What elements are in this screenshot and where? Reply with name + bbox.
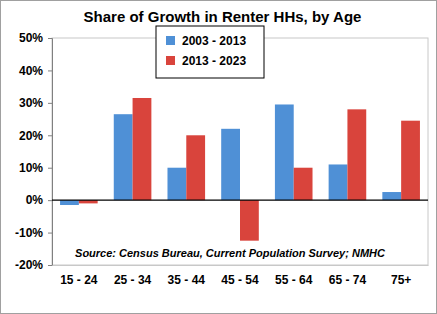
y-tick: 30% bbox=[19, 96, 52, 110]
x-tick-label: 25 - 34 bbox=[114, 273, 152, 287]
bar bbox=[221, 129, 240, 200]
y-tick-label: -10% bbox=[15, 226, 43, 240]
zero-line bbox=[52, 200, 428, 201]
bar bbox=[347, 109, 366, 200]
y-tick: 50% bbox=[19, 31, 52, 45]
y-tick-label: 50% bbox=[19, 31, 43, 45]
x-tick: 35 - 44 bbox=[168, 265, 206, 287]
y-tick-mark bbox=[48, 265, 52, 266]
y-tick-label: 20% bbox=[19, 129, 43, 143]
x-tick: 25 - 34 bbox=[114, 265, 152, 287]
bar bbox=[240, 200, 259, 241]
chart-frame bbox=[1, 1, 437, 314]
x-tick-label: 75+ bbox=[391, 273, 411, 287]
y-tick: 40% bbox=[19, 64, 52, 78]
y-tick: 10% bbox=[19, 161, 52, 175]
legend-label: 2003 - 2013 bbox=[182, 34, 246, 48]
y-tick: -20% bbox=[15, 258, 52, 272]
x-tick-label: 55 - 64 bbox=[275, 273, 313, 287]
legend-frame bbox=[156, 26, 264, 78]
y-tick-mark bbox=[48, 168, 52, 169]
title: Share of Growth in Renter HHs, by Age bbox=[84, 8, 362, 25]
bar bbox=[401, 121, 420, 200]
y-tick-mark bbox=[48, 103, 52, 104]
legend-label: 2013 - 2023 bbox=[182, 54, 246, 68]
y-tick-label: -20% bbox=[15, 258, 43, 272]
y-axis-line bbox=[48, 39, 53, 266]
bar bbox=[329, 164, 348, 200]
x-tick: 75+ bbox=[391, 265, 411, 287]
annotation: Source: Census Bureau, Current Populatio… bbox=[75, 247, 386, 259]
x-tick: 65 - 74 bbox=[329, 265, 367, 287]
x-tick-label: 45 - 54 bbox=[221, 273, 259, 287]
y-tick-label: 30% bbox=[19, 96, 43, 110]
x-tick-label: 15 - 24 bbox=[60, 273, 98, 287]
bar bbox=[186, 135, 205, 200]
x-tick: 15 - 24 bbox=[60, 265, 98, 287]
y-tick: -10% bbox=[15, 226, 52, 240]
bar bbox=[382, 192, 401, 200]
x-tick: 55 - 64 bbox=[275, 265, 313, 287]
x-axis: 15 - 24 25 - 34 35 - 44 45 - 54 55 - 64 65 - … bbox=[53, 265, 429, 287]
x-tick-label: 65 - 74 bbox=[329, 273, 367, 287]
bar bbox=[275, 104, 294, 200]
y-tick-mark bbox=[48, 38, 52, 39]
y-tick-label: 0% bbox=[26, 193, 44, 207]
y-tick: 0% bbox=[26, 193, 52, 207]
bar bbox=[114, 114, 133, 200]
legend: 2003 - 2013 2013 - 2023 bbox=[156, 26, 264, 78]
bar bbox=[294, 168, 313, 200]
bar bbox=[60, 200, 79, 205]
chart: Share of Growth in Renter HHs, by Age -20… bbox=[0, 0, 437, 314]
y-tick-mark bbox=[48, 233, 52, 234]
y-tick-label: 10% bbox=[19, 161, 43, 175]
y-tick-label: 40% bbox=[19, 64, 43, 78]
bar bbox=[133, 98, 152, 200]
legend-swatch bbox=[166, 56, 175, 65]
y-tick-mark bbox=[48, 135, 52, 136]
y-tick: 20% bbox=[19, 129, 52, 143]
bar bbox=[167, 168, 186, 200]
x-axis-line bbox=[53, 265, 429, 266]
legend-swatch bbox=[166, 36, 175, 45]
y-tick-mark bbox=[48, 200, 52, 201]
y-tick-mark bbox=[48, 70, 52, 71]
bars bbox=[60, 98, 420, 241]
x-tick-label: 35 - 44 bbox=[168, 273, 206, 287]
y-axis: -20% -10% 0% 10% 20% 30% 40% 50% bbox=[15, 31, 53, 272]
x-tick: 45 - 54 bbox=[221, 265, 259, 287]
